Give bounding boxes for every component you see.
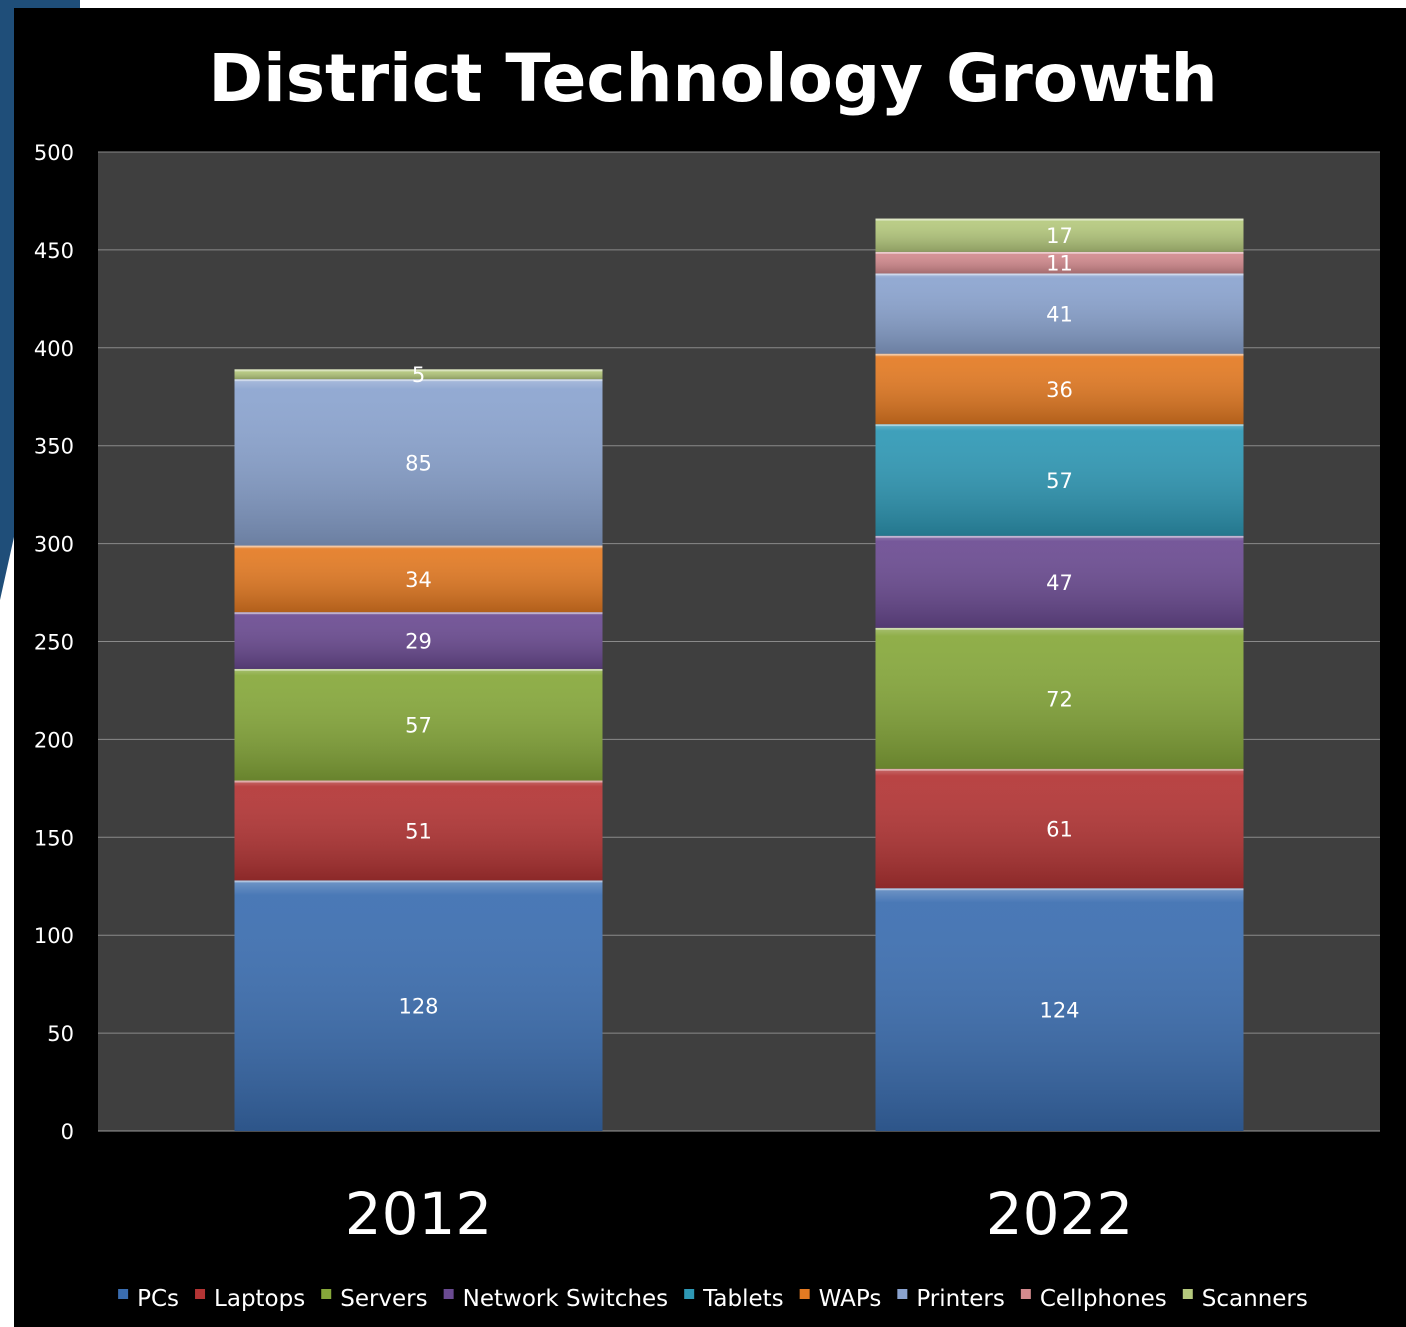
bar-segment-shading bbox=[234, 612, 603, 669]
legend-label-tablets: Tablets bbox=[702, 1286, 783, 1312]
bar-segment-shading bbox=[875, 424, 1244, 536]
bar-segment-shading bbox=[875, 888, 1244, 1131]
y-tick-label: 150 bbox=[34, 826, 74, 850]
legend-label-network-switches: Network Switches bbox=[463, 1286, 669, 1312]
bar-segment-shading bbox=[234, 780, 603, 881]
data-label: 34 bbox=[405, 568, 432, 592]
data-label: 11 bbox=[1046, 252, 1073, 276]
y-tick-label: 100 bbox=[34, 924, 74, 948]
legend: PCs Laptops Servers Network Switches Tablets… bbox=[118, 1286, 1308, 1312]
data-label: 57 bbox=[1046, 469, 1073, 493]
data-label: 41 bbox=[1046, 303, 1073, 327]
legend-swatch-servers bbox=[321, 1289, 332, 1299]
data-label: 17 bbox=[1046, 224, 1073, 248]
bar-segment-shading bbox=[234, 369, 603, 380]
data-label: 72 bbox=[1046, 687, 1073, 711]
data-label: 51 bbox=[405, 819, 432, 843]
bar-segment-shading bbox=[234, 880, 603, 1131]
legend-label-servers: Servers bbox=[340, 1286, 427, 1312]
bar-segment-shading bbox=[875, 273, 1244, 354]
bar-segment-shading bbox=[875, 535, 1244, 628]
data-label: 124 bbox=[1039, 999, 1079, 1023]
bar-segment-shading bbox=[234, 379, 603, 546]
y-tick-label: 0 bbox=[61, 1120, 74, 1144]
data-labels: 128 51 57 29 34 85 5 124 61 72 47 57 36 41 11 17 bbox=[398, 224, 1079, 1022]
legend-swatch-scanners bbox=[1182, 1289, 1193, 1299]
data-label: 47 bbox=[1046, 571, 1073, 595]
y-tick-label: 200 bbox=[34, 728, 74, 752]
bar-segment-shading bbox=[875, 251, 1244, 274]
data-label: 29 bbox=[405, 630, 432, 654]
bar-segment-shading bbox=[875, 218, 1244, 252]
y-tick-label: 450 bbox=[34, 239, 74, 263]
legend-swatch-network-switches bbox=[443, 1289, 454, 1299]
data-label: 5 bbox=[412, 363, 425, 387]
legend-label-cellphones: Cellphones bbox=[1040, 1286, 1167, 1312]
bar-segment-shading bbox=[234, 668, 603, 781]
legend-swatch-cellphones bbox=[1020, 1289, 1031, 1299]
legend-label-waps: WAPs bbox=[819, 1286, 882, 1312]
legend-swatch-tablets bbox=[684, 1289, 695, 1299]
bars bbox=[234, 218, 1244, 1131]
legend-label-printers: Printers bbox=[916, 1286, 1005, 1312]
stacked-bar-chart: District Technology Growth 0 50 100 150 200 2… bbox=[34, 40, 1380, 1312]
data-label: 128 bbox=[398, 995, 438, 1019]
legend-swatch-printers bbox=[897, 1289, 908, 1299]
data-label: 36 bbox=[1046, 378, 1073, 402]
legend-label-laptops: Laptops bbox=[214, 1286, 305, 1312]
data-label: 57 bbox=[405, 714, 432, 738]
y-tick-label: 350 bbox=[34, 435, 74, 459]
data-label: 85 bbox=[405, 451, 432, 475]
bar-segment-shading bbox=[234, 545, 603, 613]
y-tick-label: 50 bbox=[47, 1022, 74, 1046]
data-label: 61 bbox=[1046, 817, 1073, 841]
category-label: 2022 bbox=[986, 1180, 1134, 1248]
y-tick-label: 300 bbox=[34, 533, 74, 557]
y-axis-ticks: 0 50 100 150 200 250 300 350 400 450 500 bbox=[34, 141, 74, 1144]
y-tick-label: 250 bbox=[34, 631, 74, 655]
legend-swatch-waps bbox=[799, 1289, 810, 1299]
chart-title: District Technology Growth bbox=[208, 40, 1217, 117]
legend-label-scanners: Scanners bbox=[1202, 1286, 1308, 1312]
legend-swatch-pcs bbox=[118, 1289, 129, 1299]
legend-swatch-laptops bbox=[195, 1289, 206, 1299]
x-axis-categories: 2012 2022 bbox=[345, 1180, 1134, 1248]
y-tick-label: 400 bbox=[34, 337, 74, 361]
category-label: 2012 bbox=[345, 1180, 493, 1248]
bar-segment-shading bbox=[875, 353, 1244, 425]
chart-area: District Technology Growth 0 50 100 150 200 2… bbox=[14, 8, 1406, 1327]
bar-segment-shading bbox=[875, 768, 1244, 889]
y-tick-label: 500 bbox=[34, 141, 74, 165]
legend-label-pcs: PCs bbox=[137, 1286, 179, 1312]
bar-segment-shading bbox=[875, 627, 1244, 769]
